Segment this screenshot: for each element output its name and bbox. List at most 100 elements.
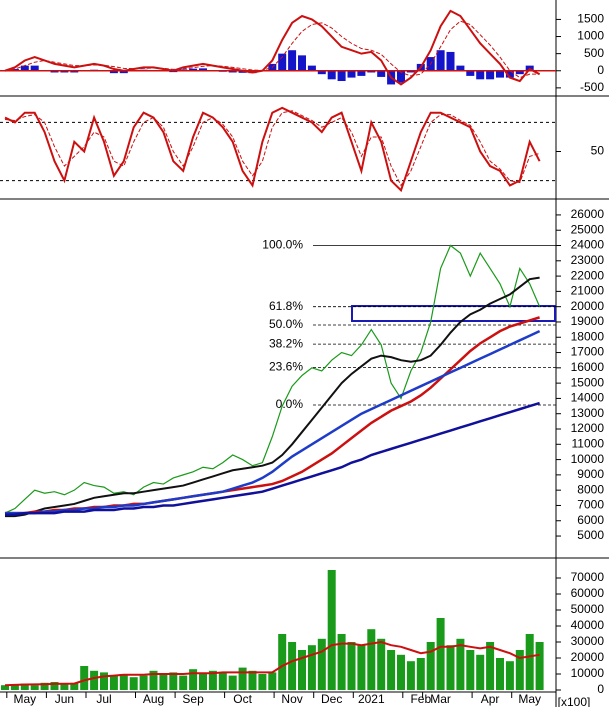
volume-bar — [327, 570, 336, 690]
volume-bar — [525, 634, 534, 690]
volume-bar — [100, 672, 108, 690]
volume-bar — [228, 675, 237, 690]
x-tick-label: Jun — [55, 692, 74, 706]
fib-label: 23.6% — [269, 360, 303, 374]
line — [4, 20, 540, 79]
volume-bar — [268, 672, 277, 690]
histogram-bar — [515, 70, 524, 75]
line — [4, 640, 540, 687]
histogram-bar — [347, 70, 356, 78]
histogram-bar — [367, 70, 376, 73]
volume-bar — [30, 685, 39, 690]
volume-bar — [476, 654, 485, 690]
volume-bar — [406, 661, 415, 690]
volume-bar — [288, 642, 297, 690]
fib-label: 50.0% — [269, 317, 303, 331]
volume-bar — [40, 682, 49, 690]
histogram-bar — [228, 70, 237, 73]
histogram-bar — [436, 50, 445, 71]
histogram-bar — [288, 50, 297, 71]
volume-bar — [60, 683, 69, 690]
y-tick-label: 20000 — [571, 299, 605, 313]
fib-label: 61.8% — [269, 299, 303, 313]
volume-bar — [248, 670, 257, 690]
volume-bar — [50, 682, 59, 690]
y-tick-label: 16000 — [571, 360, 605, 374]
volume-bar — [189, 669, 198, 690]
histogram-bar — [357, 70, 366, 76]
x-tick-label: Mar — [430, 692, 451, 706]
y-tick-label: 24000 — [571, 238, 605, 252]
volume-bar — [149, 670, 158, 690]
x-tick-label: Jul — [96, 692, 111, 706]
y-tick-label: 23000 — [571, 253, 605, 267]
y-tick-label: 21000 — [571, 284, 605, 298]
histogram-bar — [397, 70, 405, 83]
histogram-bar — [278, 53, 287, 71]
histogram-bar — [238, 70, 247, 73]
histogram-bar — [406, 70, 415, 73]
y-tick-label: 20000 — [571, 650, 605, 664]
unit-label: [x100] — [558, 695, 591, 707]
histogram-bar — [505, 70, 514, 78]
y-tick-label: 50 — [591, 144, 605, 158]
line — [5, 316, 540, 515]
volume-bar — [90, 670, 99, 690]
volume-bar — [10, 684, 19, 690]
histogram-bar — [199, 68, 207, 71]
histogram-bar — [476, 70, 485, 80]
line — [5, 276, 540, 518]
histogram-bar — [337, 70, 346, 82]
volume-bar — [109, 675, 118, 690]
histogram-bar — [446, 51, 455, 71]
volume-bar — [387, 650, 396, 690]
y-tick-label: 14000 — [571, 391, 605, 405]
histogram-bar — [109, 70, 118, 74]
histogram-bar — [317, 70, 326, 75]
y-tick-label: 0 — [597, 63, 604, 77]
x-tick-label: Aug — [143, 692, 164, 706]
histogram-bar — [466, 70, 475, 76]
volume-bar — [199, 674, 207, 690]
y-tick-label: 13000 — [571, 406, 605, 420]
y-tick-label: 5000 — [577, 528, 604, 542]
line — [4, 106, 541, 193]
volume-bar — [169, 672, 178, 690]
volume-bar — [139, 675, 148, 690]
histogram-bar — [327, 70, 336, 80]
volume-bar — [159, 674, 168, 690]
x-tick-label: Apr — [481, 692, 500, 706]
y-tick-label: 11000 — [572, 436, 605, 450]
fib-label: 100.0% — [262, 238, 303, 252]
volume-bar — [258, 674, 267, 690]
fib-label: 38.2% — [269, 336, 303, 350]
y-tick-label: 22000 — [571, 268, 605, 282]
volume-bar — [456, 638, 465, 690]
x-tick-label: Sep — [182, 692, 204, 706]
volume-bar — [466, 650, 475, 690]
y-tick-label: 19000 — [571, 314, 605, 328]
histogram-bar — [377, 70, 386, 77]
y-tick-label: 25000 — [571, 222, 605, 236]
volume-bar — [426, 642, 435, 690]
volume-bar — [218, 672, 227, 690]
y-tick-label: -500 — [580, 80, 604, 94]
volume-bar — [307, 645, 316, 690]
histogram-bar — [189, 68, 198, 71]
line — [4, 110, 540, 187]
volume-bar — [377, 638, 386, 690]
fib-label: 0.0% — [276, 397, 304, 411]
y-tick-label: 40000 — [571, 618, 605, 632]
y-tick-label: 26000 — [571, 207, 605, 221]
volume-bar — [436, 618, 445, 690]
volume-bar — [20, 683, 29, 690]
volume-bar — [357, 645, 366, 690]
y-tick-label: 0 — [597, 682, 604, 696]
x-tick-label: Dec — [321, 692, 342, 706]
histogram-bar — [10, 69, 19, 71]
y-tick-label: 12000 — [571, 421, 605, 435]
histogram-bar — [496, 70, 504, 78]
volume-bar — [129, 677, 138, 690]
